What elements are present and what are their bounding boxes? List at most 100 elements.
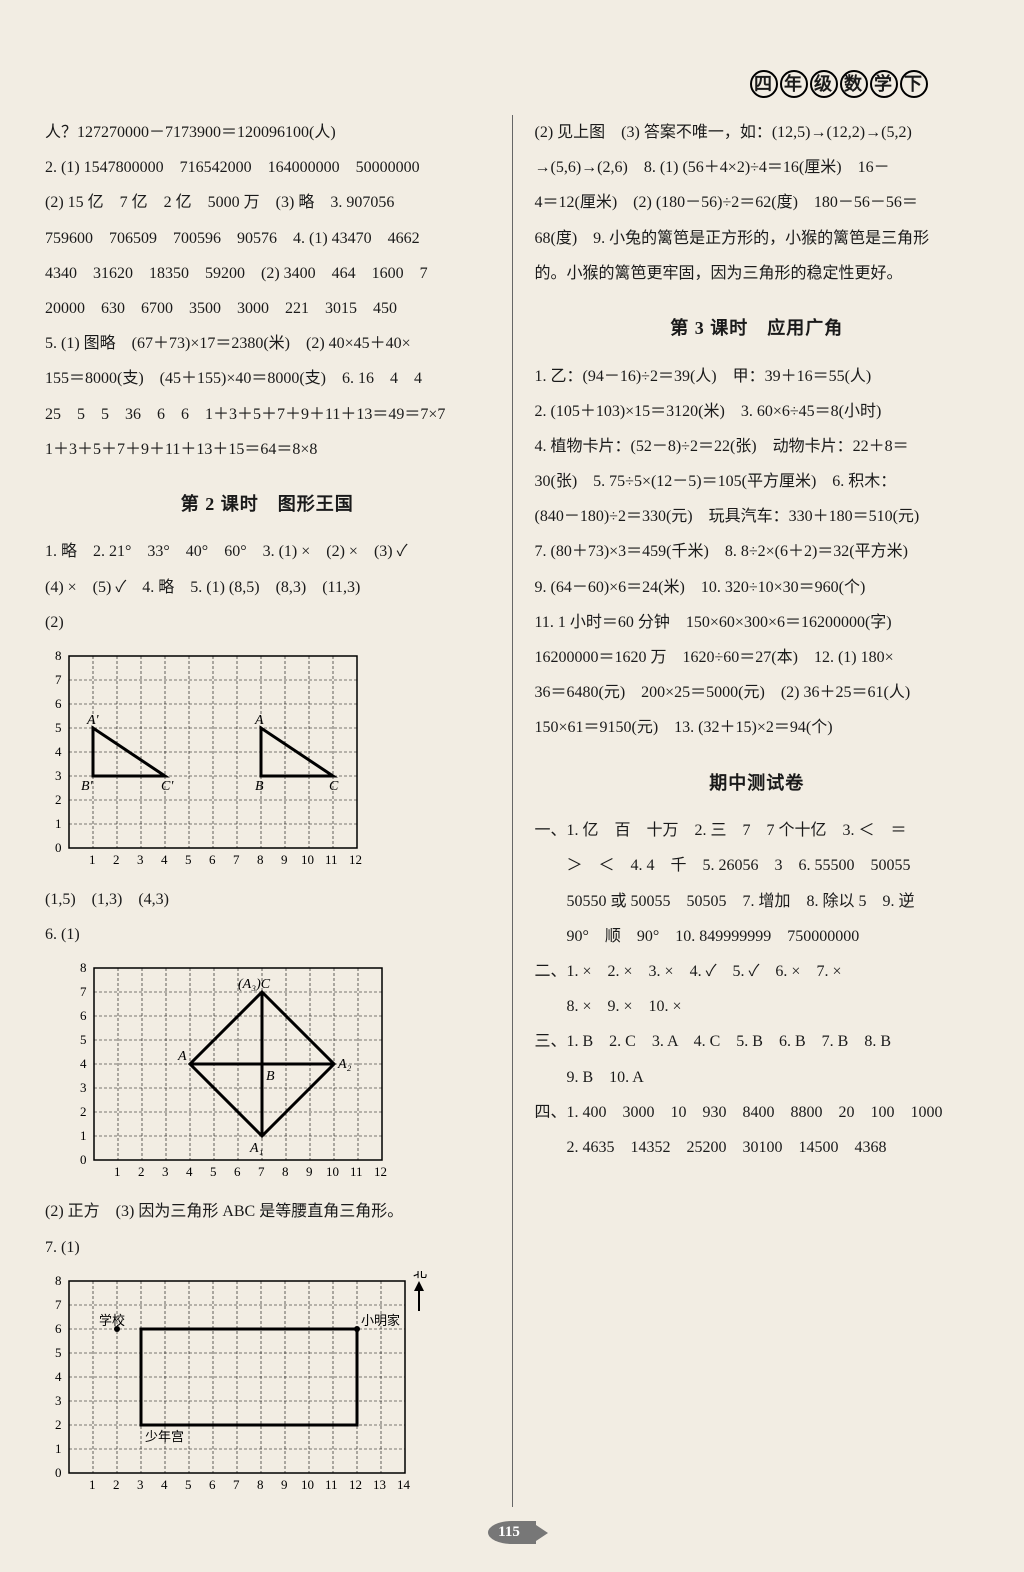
svg-text:7: 7 [55,672,62,687]
svg-text:少年宫: 少年宫 [145,1429,184,1444]
svg-text:9: 9 [306,1164,313,1179]
svg-text:8: 8 [257,852,264,867]
text-line: 5. (1) 图略 (67＋73)×17＝2380(米) (2) 40×45＋4… [45,326,490,361]
text-line: 人？127270000－7173900＝120096100(人) [45,115,490,150]
text-line: 6. (1) [45,917,490,952]
svg-text:2: 2 [113,852,120,867]
svg-text:10: 10 [301,1477,314,1492]
text-line: 20000 630 6700 3500 3000 221 3015 450 [45,291,490,326]
svg-text:8: 8 [282,1164,289,1179]
svg-text:5: 5 [80,1032,87,1047]
two-column-layout: 人？127270000－7173900＝120096100(人) 2. (1) … [45,115,979,1507]
svg-text:学校: 学校 [99,1313,125,1328]
text-line: 36＝6480(元) 200×25＝5000(元) (2) 36＋25＝61(人… [535,675,980,710]
left-column: 人？127270000－7173900＝120096100(人) 2. (1) … [45,115,513,1507]
svg-text:6: 6 [55,1321,62,1336]
svg-text:0: 0 [80,1152,87,1167]
svg-text:8: 8 [55,1273,62,1288]
text-line: 8. × 9. × 10. × [535,989,980,1024]
text-line: 4＝12(厘米) (2) (180－56)÷2＝62(度) 180－56－56＝ [535,185,980,220]
svg-text:1: 1 [55,816,62,831]
svg-text:3: 3 [55,768,62,783]
svg-text:C': C' [161,779,174,794]
text-line: (2) [45,605,490,640]
svg-text:4: 4 [161,1477,168,1492]
svg-text:3: 3 [55,1393,62,1408]
text-line: 2. (1) 1547800000 716542000 164000000 50… [45,150,490,185]
svg-text:C: C [329,779,339,794]
text-line: 4. 植物卡片：(52－8)÷2＝22(张) 动物卡片：22＋8＝ [535,429,980,464]
svg-text:1: 1 [89,1477,96,1492]
text-line: 1＋3＋5＋7＋9＋11＋13＋15＝64＝8×8 [45,432,490,467]
svg-text:A₂: A₂ [337,1057,352,1072]
text-line: 155＝8000(支) (45＋155)×40＝8000(支) 6. 16 4 … [45,361,490,396]
text-line: 16200000＝1620 万 1620÷60＝27(本) 12. (1) 18… [535,640,980,675]
grid-chart-2: A A₁ A₂ (A₃)C B 0 12 34 56 78 12 34 56 7… [70,958,400,1188]
svg-text:6: 6 [234,1164,241,1179]
svg-text:6: 6 [80,1008,87,1023]
svg-text:4: 4 [55,1369,62,1384]
svg-text:5: 5 [210,1164,217,1179]
text-line: (840－180)÷2＝330(元) 玩具汽车：330＋180＝510(元) [535,499,980,534]
grid-chart-1: A' B' C' A B C 0 12 34 56 78 12 34 [45,646,375,876]
text-line: 9. (64－60)×6＝24(米) 10. 320÷10×30＝960(个) [535,570,980,605]
svg-text:10: 10 [301,852,314,867]
text-line: 9. B 10. A [535,1060,980,1095]
svg-text:5: 5 [185,1477,192,1492]
section-title: 第 3 课时 应用广角 [535,309,980,349]
svg-text:A: A [177,1049,187,1064]
svg-text:北: 北 [413,1271,427,1281]
svg-text:10: 10 [326,1164,339,1179]
svg-text:A: A [254,713,264,728]
svg-text:12: 12 [349,1477,362,1492]
svg-text:A₁: A₁ [249,1141,263,1156]
svg-text:(A₃)C: (A₃)C [238,977,271,992]
text-line: 30(张) 5. 75÷5×(12－5)＝105(平方厘米) 6. 积木： [535,464,980,499]
text-line: (2) 15 亿 7 亿 2 亿 5000 万 (3) 略 3. 907056 [45,185,490,220]
text-line: 7. (1) [45,1230,490,1265]
svg-text:5: 5 [55,720,62,735]
svg-text:11: 11 [350,1164,363,1179]
text-line: 2. (105＋103)×15＝3120(米) 3. 60×6÷45＝8(小时) [535,394,980,429]
svg-text:6: 6 [55,696,62,711]
text-line: 一、1. 亿 百 十万 2. 三 7 7 个十亿 3. ＜ ＝ [535,813,980,848]
text-line: 的。小猴的篱笆更牢固，因为三角形的稳定性更好。 [535,256,980,291]
svg-text:小明家: 小明家 [361,1313,400,1328]
text-line: →(5,6)→(2,6) 8. (1) (56＋4×2)÷4＝16(厘米) 16… [535,150,980,185]
svg-text:4: 4 [161,852,168,867]
text-line: 90° 顺 90° 10. 849999999 750000000 [535,919,980,954]
svg-text:3: 3 [80,1080,87,1095]
svg-text:2: 2 [138,1164,145,1179]
text-line: 25 5 5 36 6 6 1＋3＋5＋7＋9＋11＋13＝49＝7×7 [45,397,490,432]
svg-text:3: 3 [162,1164,169,1179]
svg-text:6: 6 [209,1477,216,1492]
svg-text:3: 3 [137,852,144,867]
svg-text:4: 4 [80,1056,87,1071]
svg-text:4: 4 [55,744,62,759]
text-line: (2) 正方 (3) 因为三角形 ABC 是等腰直角三角形。 [45,1194,490,1229]
svg-text:8: 8 [257,1477,264,1492]
svg-text:B': B' [81,779,94,794]
svg-text:8: 8 [55,648,62,663]
right-column: (2) 见上图 (3) 答案不唯一，如：(12,5)→(12,2)→(5,2) … [513,115,980,1507]
text-line: 11. 1 小时＝60 分钟 150×60×300×6＝16200000(字) [535,605,980,640]
text-line: 四、1. 400 3000 10 930 8400 8800 20 100 10… [535,1095,980,1130]
text-line: 三、1. B 2. C 3. A 4. C 5. B 6. B 7. B 8. … [535,1024,980,1059]
svg-text:4: 4 [186,1164,193,1179]
svg-text:12: 12 [374,1164,387,1179]
svg-text:3: 3 [137,1477,144,1492]
grid-chart-3: 学校 小明家 少年宫 北 0 12 34 56 78 [45,1271,445,1501]
svg-text:11: 11 [325,1477,338,1492]
svg-text:9: 9 [281,852,288,867]
svg-text:7: 7 [233,1477,240,1492]
svg-text:2: 2 [113,1477,120,1492]
svg-text:12: 12 [349,852,362,867]
svg-text:B: B [255,779,264,794]
text-line: 2. 4635 14352 25200 30100 14500 4368 [535,1130,980,1165]
text-line: (4) × (5) ✓ 4. 略 5. (1) (8,5) (8,3) (11,… [45,570,490,605]
svg-text:7: 7 [80,984,87,999]
svg-text:5: 5 [185,852,192,867]
svg-text:8: 8 [80,960,87,975]
svg-text:1: 1 [55,1441,62,1456]
section-title: 第 2 课时 图形王国 [45,485,490,525]
